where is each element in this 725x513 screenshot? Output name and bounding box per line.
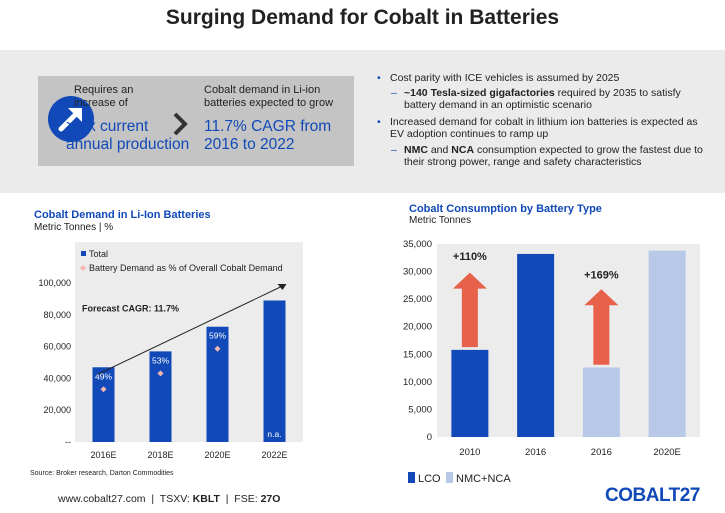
chart1-trend-arrow <box>97 285 283 375</box>
chart2-annotation: +169% <box>584 270 619 282</box>
chart1-title: Cobalt Demand in Li-Ion Batteries <box>34 209 211 221</box>
chart1-bar <box>149 351 172 442</box>
chart1-xtick-label: 2020E <box>204 450 230 460</box>
chart2-bar <box>582 367 620 437</box>
chart2-ytick-label: 20,000 <box>403 322 432 333</box>
chart1-legend-label: Battery Demand as % of Overall Cobalt De… <box>89 263 283 273</box>
footer-site[interactable]: www.cobalt27.com <box>58 493 146 505</box>
chart2-bar <box>648 250 686 437</box>
chart1-plot: -- 20,000 40,000 60,000 80,000 100,000 2016E 20… <box>38 242 303 460</box>
chart1-point-marker <box>214 345 221 352</box>
chart2-xtick-label: 2016 <box>525 447 546 458</box>
chart1-legend-label: Total <box>89 249 108 259</box>
chart1-ytick-label: 80,000 <box>43 310 71 320</box>
chart1-ytick-label: 60,000 <box>43 342 71 352</box>
chart1-annotation: Forecast CAGR: 11.7% <box>82 304 179 314</box>
chart2-subtitle: Metric Tonnes <box>409 215 472 226</box>
chart2-xtick-label: 2016 <box>591 447 612 458</box>
bullet-1: • Cost parity with ICE vehicles is assume… <box>377 72 620 84</box>
chart1-ytick-label: 100,000 <box>38 278 71 288</box>
chart1-bar <box>206 326 229 442</box>
chart2-plot: 0 5,000 10,000 15,000 20,000 25,000 30,000 35,0… <box>403 239 700 485</box>
chart1-data-label: n.a. <box>267 429 281 439</box>
chart2-ytick-label: 5,000 <box>408 404 432 415</box>
chart2-legend-label: LCO <box>418 473 441 485</box>
chart2-growth-arrow <box>584 289 619 365</box>
chart2-legend-label: NMC+NCA <box>456 473 511 485</box>
dash-icon: – <box>391 87 397 99</box>
footer: www.cobalt27.com | TSXV: KBLT | FSE: 27O <box>58 493 281 505</box>
chart2-ytick-label: 10,000 <box>403 377 432 388</box>
chart1-ytick-label: 40,000 <box>43 373 71 383</box>
callout-left-big: > 4x current annual production <box>66 118 190 153</box>
cobalt27-logo: COBALT27 <box>605 485 700 506</box>
chart2-legend-swatch <box>446 472 453 483</box>
bullet-dot-icon: • <box>377 116 381 128</box>
chart2-ytick-label: 15,000 <box>403 349 432 360</box>
chart1-legend-swatch <box>81 251 86 256</box>
chart1-data-label: 49% <box>95 371 112 381</box>
bullet-3: • Increased demand for cobalt in lithium … <box>377 116 698 140</box>
bullet-2: – ~140 Tesla-sized gigafactories required… <box>391 87 681 111</box>
chart2-xtick-label: 2010 <box>459 447 480 458</box>
chart1-data-label: 53% <box>152 355 169 365</box>
chart1-point-marker <box>100 386 107 393</box>
chart1-bar <box>263 300 286 442</box>
chart1-legend-marker <box>80 265 86 271</box>
chart1-xtick-label: 2018E <box>147 450 173 460</box>
chart2-ytick-label: 30,000 <box>403 267 432 278</box>
chart2-bar <box>451 349 489 437</box>
callout-right-big: 11.7% CAGR from 2016 to 2022 <box>204 118 332 153</box>
chart1-point-marker <box>157 370 164 377</box>
chart1-xtick-label: 2022E <box>261 450 287 460</box>
chart2-xtick-label: 2020E <box>653 447 680 458</box>
chart2-legend-swatch <box>408 472 415 483</box>
chevron-right-icon <box>173 112 188 136</box>
bullet-dot-icon: • <box>377 72 381 84</box>
chart1-ytick-label: -- <box>65 437 71 447</box>
callout-left-small: Requires an increase of <box>74 84 134 109</box>
chart1-trend-arrowhead <box>277 284 287 290</box>
chart1-subtitle: Metric Tonnes | % <box>34 222 114 233</box>
chart1-xtick-label: 2016E <box>90 450 116 460</box>
chart2-ytick-label: 35,000 <box>403 239 432 250</box>
chart2-growth-arrow <box>452 272 487 348</box>
bullet-4: – NMC and NCA consumption expected to gro… <box>391 144 703 168</box>
chart2-annotation: +110% <box>453 251 487 263</box>
chart2-ytick-label: 25,000 <box>403 294 432 305</box>
chart1-ytick-label: 20,000 <box>43 405 71 415</box>
arrow-up-right-circle-icon <box>48 96 94 142</box>
chart2-ytick-label: 0 <box>427 432 432 443</box>
chart1-bar <box>92 367 115 442</box>
dash-icon: – <box>391 144 397 156</box>
chart2-title: Cobalt Consumption by Battery Type <box>409 203 602 215</box>
callout-box: Requires an increase of > 4x current ann… <box>38 76 354 166</box>
source-note: Source: Broker research, Darton Commodit… <box>30 470 174 477</box>
callout-right-small: Cobalt demand in Li-ion batteries expect… <box>204 84 334 109</box>
page-title: Surging Demand for Cobalt in Batteries <box>165 6 560 29</box>
chart1-data-label: 59% <box>209 331 226 341</box>
chart2-bar <box>517 253 555 437</box>
